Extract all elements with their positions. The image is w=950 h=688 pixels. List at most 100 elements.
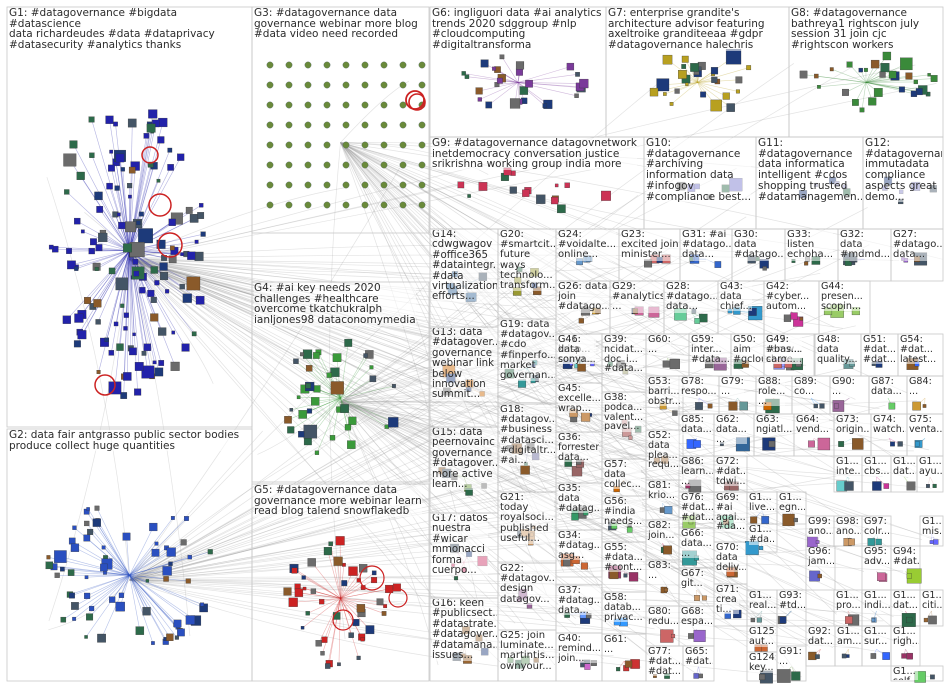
node-g4 xyxy=(330,381,344,395)
node-g3 xyxy=(323,101,331,109)
intra-group-edge xyxy=(313,590,341,599)
node-g1 xyxy=(66,248,72,254)
node-g36 xyxy=(564,459,573,467)
node-g70 xyxy=(726,567,735,577)
node-g6 xyxy=(480,59,489,68)
intra-group-edge xyxy=(103,547,130,576)
node-g21 xyxy=(528,540,534,546)
node-g31 xyxy=(689,257,694,261)
inter-group-edge xyxy=(129,579,767,603)
node-g2 xyxy=(60,566,65,572)
group-box-g2 xyxy=(6,428,253,682)
intra-group-edge xyxy=(129,574,182,633)
node-g8 xyxy=(879,71,886,78)
intra-group-edge xyxy=(517,66,571,83)
node-g12 xyxy=(929,185,937,193)
node-g3 xyxy=(285,121,293,129)
inter-group-edge xyxy=(340,142,837,615)
node-g4 xyxy=(302,349,313,359)
node-g80 xyxy=(671,633,676,638)
group-box-g1m xyxy=(919,589,944,627)
inter-group-edge xyxy=(329,142,346,640)
inter-group-edge xyxy=(340,142,800,171)
node-g11 xyxy=(843,188,851,196)
node-g3 xyxy=(266,201,274,209)
node-g12 xyxy=(883,176,893,185)
group-box-g12 xyxy=(862,136,944,230)
node-g12 xyxy=(911,181,921,191)
node-g2 xyxy=(166,633,174,641)
intra-group-edge xyxy=(129,574,191,621)
node-g1 xyxy=(132,332,136,337)
intra-group-edge xyxy=(111,574,130,600)
node-g34 xyxy=(562,558,571,567)
node-g1 xyxy=(74,313,84,323)
node-g5 xyxy=(392,583,401,592)
node-g2 xyxy=(94,505,100,511)
intra-group-edge xyxy=(501,56,519,83)
group-box-g85 xyxy=(678,413,715,457)
node-g52 xyxy=(660,456,669,464)
node-g53 xyxy=(659,402,667,410)
intra-group-edge xyxy=(865,82,902,90)
node-g6 xyxy=(525,79,533,88)
node-g1 xyxy=(84,297,91,304)
intra-group-edge xyxy=(122,169,130,251)
group-box-g1h xyxy=(919,515,944,547)
node-g25 xyxy=(507,657,514,663)
node-g4 xyxy=(303,437,312,446)
node-g78 xyxy=(695,402,703,410)
node-g1 xyxy=(156,239,166,249)
node-g1 xyxy=(80,229,85,234)
node-g1 xyxy=(133,270,140,277)
node-g2 xyxy=(69,592,75,599)
node-g2 xyxy=(145,579,150,583)
intra-group-edge xyxy=(92,250,130,307)
node-g3 xyxy=(266,101,274,109)
node-g8 xyxy=(863,67,868,72)
node-g2 xyxy=(115,601,125,612)
node-g1 xyxy=(143,343,152,351)
inter-group-edge xyxy=(129,560,904,581)
node-g66 xyxy=(694,555,699,561)
node-g6 xyxy=(496,77,503,84)
node-g4 xyxy=(300,352,304,357)
intra-group-edge xyxy=(129,575,147,612)
group-box-g1i xyxy=(746,589,778,627)
node-g3 xyxy=(361,141,369,149)
node-g1 xyxy=(165,289,170,294)
node-g84 xyxy=(912,401,921,411)
node-g5 xyxy=(320,651,325,656)
node-g1 xyxy=(62,315,71,324)
node-g7 xyxy=(722,92,730,100)
node-g2 xyxy=(185,578,191,584)
group-box-g61 xyxy=(601,633,647,682)
node-g15 xyxy=(465,488,473,496)
node-g3 xyxy=(361,161,369,169)
node-g3 xyxy=(304,161,312,169)
node-g3 xyxy=(380,61,388,69)
intra-group-edge xyxy=(865,82,915,95)
node-g1a xyxy=(761,516,770,524)
node-g4 xyxy=(369,365,374,370)
intra-group-edge xyxy=(287,397,341,421)
node-g1 xyxy=(115,277,129,291)
node-g4 xyxy=(313,385,321,393)
node-g64 xyxy=(808,440,815,448)
node-g9 xyxy=(564,182,570,188)
node-g43 xyxy=(748,307,757,316)
node-g7 xyxy=(710,99,722,112)
intra-group-edge xyxy=(683,66,698,83)
node-g6 xyxy=(579,78,589,89)
node-g1d xyxy=(872,481,882,491)
node-g37 xyxy=(564,612,570,618)
node-g55 xyxy=(609,569,619,580)
intra-group-edge xyxy=(818,82,867,88)
node-g13 xyxy=(446,373,456,383)
node-g3 xyxy=(418,81,426,89)
node-g49 xyxy=(784,360,793,368)
node-g50 xyxy=(733,359,744,369)
node-g1 xyxy=(187,251,196,260)
node-g1 xyxy=(123,243,132,253)
